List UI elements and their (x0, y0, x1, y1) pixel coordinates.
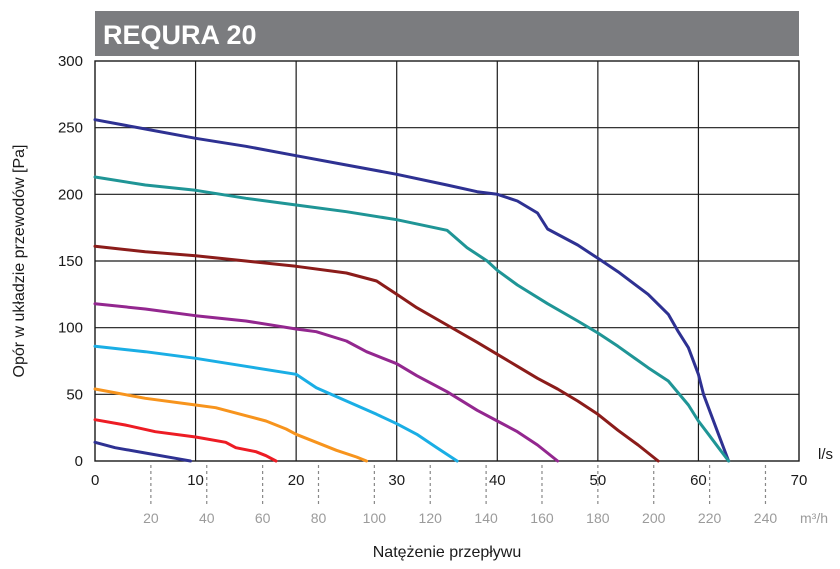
x-tick-label: 40 (489, 472, 506, 489)
series-line-3 (93, 244, 660, 463)
x-tick-label: 10 (187, 472, 204, 489)
y-tick-label: 50 (66, 386, 83, 403)
x2-tick-label: 160 (530, 510, 554, 526)
x2-tick-label: 80 (311, 510, 327, 526)
x2-tick-label: 60 (255, 510, 271, 526)
x2-tick-label: 220 (698, 510, 722, 526)
y-tick-label: 200 (58, 186, 83, 203)
x-tick-labels: 0 10 20 30 40 50 60 70 (91, 472, 807, 489)
y-axis-label: Opór w układzie przewodów [Pa] (11, 145, 28, 378)
x-tick-label: 30 (388, 472, 405, 489)
x2-tick-label: 200 (642, 510, 666, 526)
x2-tick-label: 100 (363, 510, 387, 526)
series-line-4 (93, 302, 560, 463)
y-tick-label: 300 (58, 53, 83, 70)
series-line-7 (93, 418, 278, 463)
x2-tick-label: 180 (586, 510, 610, 526)
y-tick-label: 150 (58, 253, 83, 270)
x-tick-label: 70 (791, 472, 808, 489)
x-axis-label: Natężenie przepływu (373, 544, 522, 561)
x2-unit-label: m³/h (800, 510, 828, 526)
y-tick-labels: 0 50 100 150 200 250 300 (58, 53, 83, 470)
x-tick-label: 0 (91, 472, 99, 489)
x2-tick-label: 40 (199, 510, 215, 526)
x2-tick-label: 20 (143, 510, 159, 526)
y-tick-label: 100 (58, 320, 83, 337)
x-tick-label: 60 (690, 472, 707, 489)
y-tick-label: 250 (58, 120, 83, 137)
x-tick-label: 20 (288, 472, 305, 489)
title-bar (95, 11, 799, 56)
plot-series (93, 118, 731, 463)
series-line-2 (93, 175, 731, 463)
grid (94, 60, 800, 505)
x2-tick-labels: 20 40 60 80 100 120 140 160 180 200 220 240 (143, 510, 777, 526)
chart-title: REQURA 20 (103, 20, 257, 50)
x2-tick-label: 140 (474, 510, 498, 526)
x-unit-label: l/s (818, 446, 833, 463)
y-tick-label: 0 (75, 453, 83, 470)
x2-tick-label: 120 (419, 510, 443, 526)
series-line-1 (93, 118, 731, 463)
series-line-8 (93, 440, 192, 463)
x2-tick-label: 240 (754, 510, 778, 526)
series-line-5 (93, 344, 459, 463)
series-line-6 (93, 387, 368, 463)
x-tick-label: 50 (590, 472, 607, 489)
